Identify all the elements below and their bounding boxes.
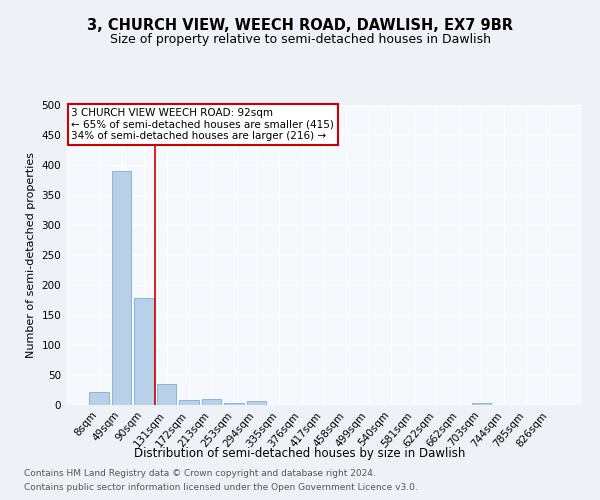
Text: 3, CHURCH VIEW, WEECH ROAD, DAWLISH, EX7 9BR: 3, CHURCH VIEW, WEECH ROAD, DAWLISH, EX7…: [87, 18, 513, 32]
Bar: [472, 402, 491, 405]
Text: Contains HM Land Registry data © Crown copyright and database right 2024.: Contains HM Land Registry data © Crown c…: [24, 468, 376, 477]
Bar: [179, 400, 199, 405]
Y-axis label: Number of semi-detached properties: Number of semi-detached properties: [26, 152, 36, 358]
Bar: [202, 399, 221, 405]
Bar: [247, 402, 266, 405]
Text: Distribution of semi-detached houses by size in Dawlish: Distribution of semi-detached houses by …: [134, 448, 466, 460]
Bar: [89, 392, 109, 405]
Text: Contains public sector information licensed under the Open Government Licence v3: Contains public sector information licen…: [24, 484, 418, 492]
Text: 3 CHURCH VIEW WEECH ROAD: 92sqm
← 65% of semi-detached houses are smaller (415)
: 3 CHURCH VIEW WEECH ROAD: 92sqm ← 65% of…: [71, 108, 334, 141]
Bar: [157, 384, 176, 405]
Bar: [134, 298, 154, 405]
Bar: [224, 402, 244, 405]
Bar: [112, 171, 131, 405]
Text: Size of property relative to semi-detached houses in Dawlish: Size of property relative to semi-detach…: [110, 32, 491, 46]
